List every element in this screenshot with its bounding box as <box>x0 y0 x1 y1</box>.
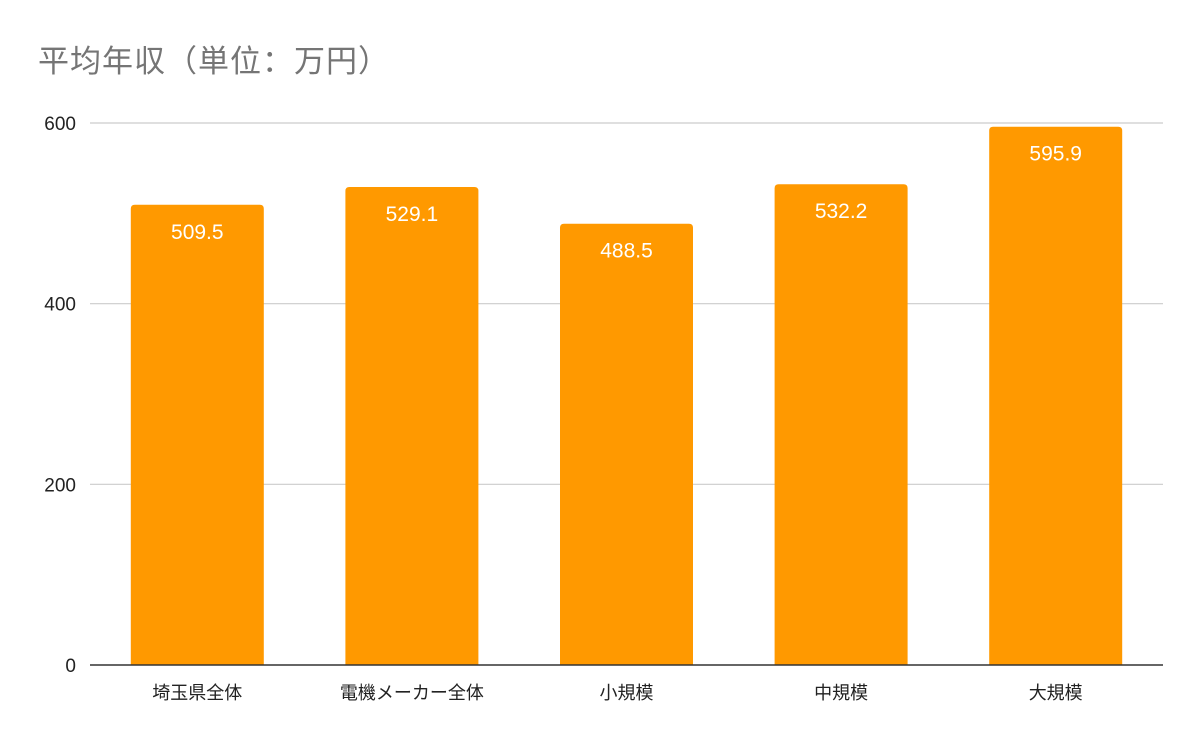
y-tick-label: 600 <box>44 114 76 135</box>
y-tick-label: 200 <box>44 475 76 496</box>
y-tick-label: 400 <box>44 295 76 316</box>
data-label: 509.5 <box>171 221 224 244</box>
labels: 0 200 400 600 509.5 埼玉県全体 529.1 電機メーカー全体 488.5 小規… <box>44 114 1082 704</box>
bar-1 <box>130 204 264 666</box>
bar-2 <box>345 187 479 666</box>
bars <box>130 126 1123 666</box>
y-tick-label: 0 <box>65 656 76 677</box>
x-category-label: 大規模 <box>1029 683 1083 704</box>
data-label: 529.1 <box>386 203 439 226</box>
chart-title: 平均年収（単位：万円） <box>38 44 390 80</box>
bar-4 <box>774 184 908 665</box>
data-label: 595.9 <box>1029 143 1082 166</box>
x-category-label: 電機メーカー全体 <box>340 683 484 704</box>
data-label: 488.5 <box>600 240 653 263</box>
bar-3 <box>560 223 693 665</box>
x-category-label: 中規模 <box>814 683 868 704</box>
bar-5 <box>989 126 1123 665</box>
x-category-label: 埼玉県全体 <box>152 683 242 704</box>
x-category-label: 小規模 <box>600 683 654 704</box>
data-label: 532.2 <box>815 200 868 223</box>
